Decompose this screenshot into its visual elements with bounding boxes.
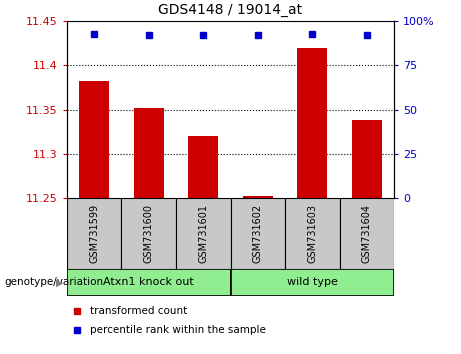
Bar (340, 198, 394, 269)
Bar (67, 269, 230, 296)
Text: GSM731600: GSM731600 (144, 204, 154, 263)
Bar (297, 48, 327, 198)
Bar (230, 198, 285, 269)
Text: percentile rank within the sample: percentile rank within the sample (90, 325, 266, 335)
Text: GSM731602: GSM731602 (253, 204, 263, 263)
Text: genotype/variation: genotype/variation (5, 277, 104, 287)
Text: ▶: ▶ (56, 277, 64, 287)
Bar (121, 198, 176, 269)
Text: wild type: wild type (287, 277, 338, 287)
Text: transformed count: transformed count (90, 306, 187, 316)
Text: GSM731603: GSM731603 (307, 204, 317, 263)
Text: Atxn1 knock out: Atxn1 knock out (103, 277, 194, 287)
Bar (243, 196, 273, 198)
Bar (67, 198, 121, 269)
Text: GSM731599: GSM731599 (89, 204, 99, 263)
Bar (230, 269, 394, 296)
Text: GSM731604: GSM731604 (362, 204, 372, 263)
Bar (352, 120, 382, 198)
Bar (188, 136, 218, 198)
Bar (285, 198, 340, 269)
Bar (176, 198, 230, 269)
Text: GSM731601: GSM731601 (198, 204, 208, 263)
Title: GDS4148 / 19014_at: GDS4148 / 19014_at (159, 4, 302, 17)
Bar (134, 108, 164, 198)
Bar (79, 80, 109, 198)
